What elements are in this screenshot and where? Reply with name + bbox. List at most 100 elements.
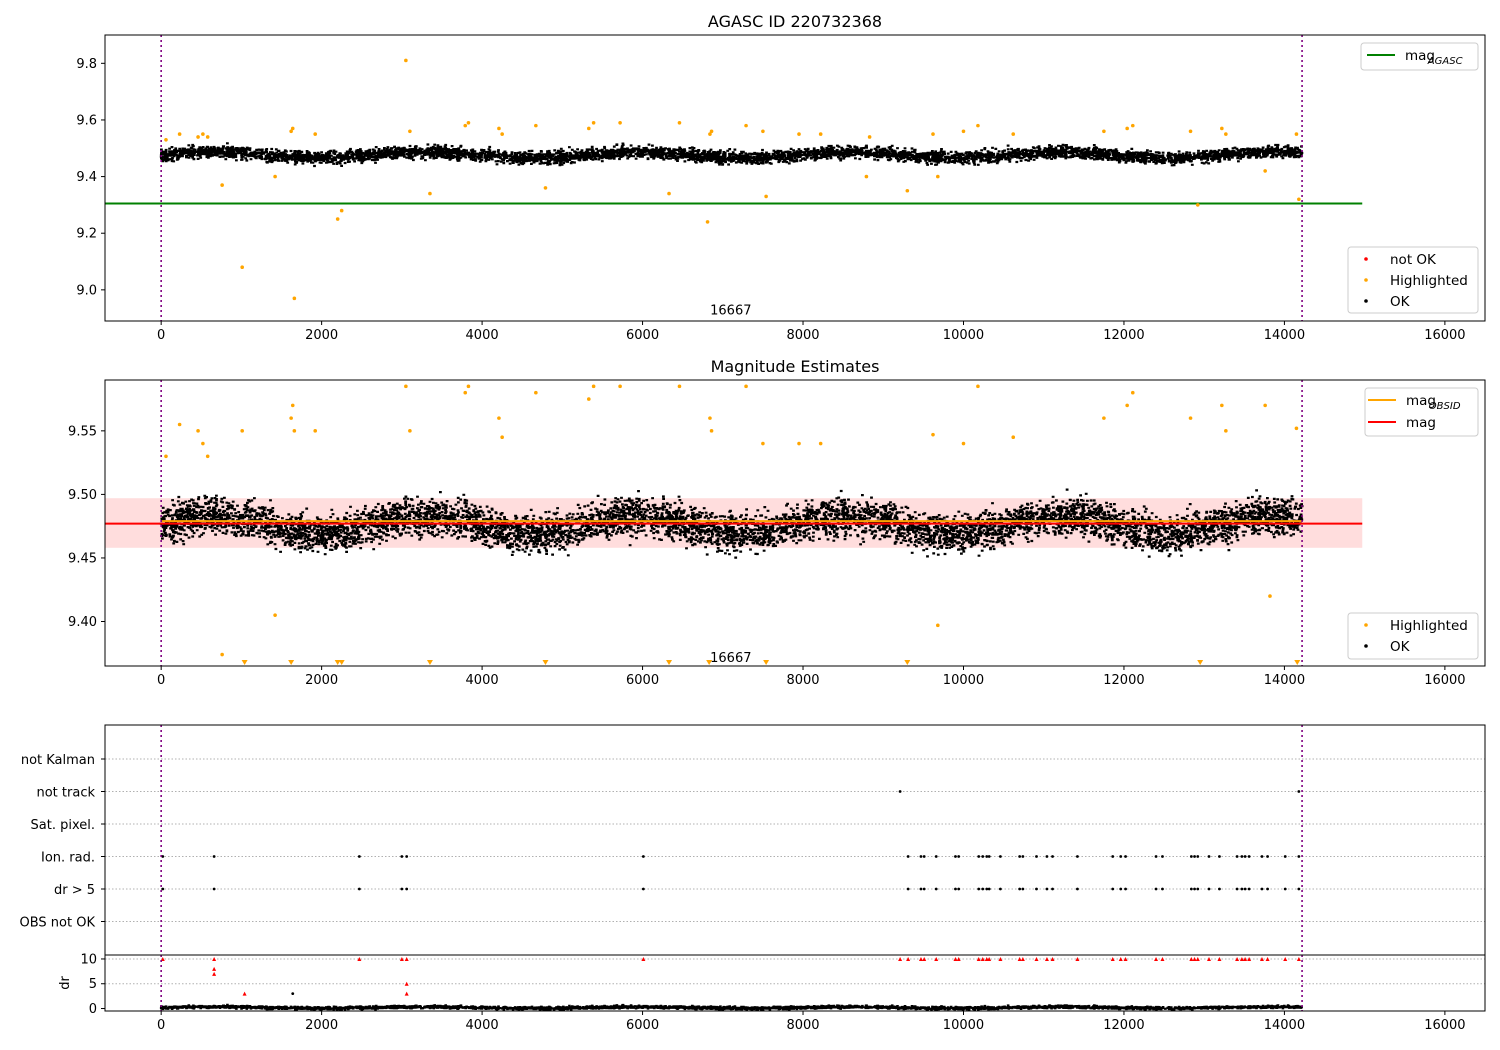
flags-point bbox=[1240, 887, 1244, 891]
agasc-highlighted-point bbox=[292, 296, 297, 301]
dr-notok-point bbox=[953, 956, 958, 961]
flags-point bbox=[977, 887, 981, 891]
magest-highlighted-point bbox=[201, 441, 205, 446]
magest-highlighted-point bbox=[534, 390, 538, 395]
magest-highlighted-point bbox=[797, 441, 801, 446]
dr-notok-point bbox=[1189, 956, 1194, 961]
agasc-highlighted-point bbox=[961, 129, 966, 134]
dr-notok-point bbox=[1217, 956, 1222, 961]
flags-point bbox=[934, 855, 938, 858]
agasc-highlighted-point bbox=[408, 129, 412, 134]
agasc-highlighted-point bbox=[543, 186, 548, 190]
magest-highlighted-point bbox=[177, 422, 182, 427]
agasc-legend-label: Highlighted bbox=[1390, 273, 1468, 289]
magest-highlighted-point bbox=[292, 429, 297, 433]
dr-notok-point bbox=[1283, 956, 1288, 961]
flags-point bbox=[1283, 887, 1287, 891]
dr-notok-point bbox=[1034, 956, 1039, 961]
flags-point bbox=[981, 855, 985, 858]
dr-panel: 0 2000 4000 6000 8000 10000 12000 14000 16000 0 5 1… bbox=[58, 952, 1486, 1033]
agasc-highlighted-point bbox=[867, 135, 872, 139]
agasc-xtick-label: 8000 bbox=[786, 328, 819, 343]
dr-notok-point bbox=[1192, 956, 1197, 961]
magest-legend-dot bbox=[1364, 623, 1368, 627]
flags-point bbox=[1154, 855, 1158, 858]
magest-highlighted-point bbox=[273, 613, 277, 617]
magest-legend-dot bbox=[1364, 644, 1368, 648]
dr-notok-point bbox=[404, 991, 409, 996]
dr-notok-point bbox=[404, 981, 409, 986]
agasc-highlighted-point bbox=[164, 137, 168, 142]
dr-notok-point bbox=[987, 956, 992, 961]
magest-highlighted-point bbox=[708, 416, 712, 420]
dr-notok-point bbox=[1110, 956, 1115, 961]
flags-point bbox=[1161, 855, 1164, 858]
magest-offscale-marker bbox=[338, 660, 345, 665]
flags-point bbox=[957, 855, 961, 858]
magest-highlighted-point bbox=[500, 435, 504, 440]
agasc-highlighted-point bbox=[905, 188, 910, 193]
magest-highlighted-point bbox=[1220, 403, 1224, 408]
flags-point bbox=[1235, 887, 1239, 891]
flags-point bbox=[1297, 855, 1301, 858]
flags-point bbox=[1045, 887, 1049, 891]
agasc-highlighted-point bbox=[1188, 129, 1193, 134]
dr-notok-point bbox=[641, 956, 646, 961]
magest-title: Magnitude Estimates bbox=[711, 357, 880, 376]
dr-notok-point bbox=[242, 991, 247, 996]
agasc-highlighted-point bbox=[273, 174, 277, 179]
flags-point bbox=[1247, 887, 1251, 891]
dr-notok-point bbox=[1044, 956, 1049, 961]
dr-notok-point bbox=[1259, 956, 1264, 961]
agasc-xtick-label: 2000 bbox=[305, 328, 338, 343]
agasc-highlighted-point bbox=[709, 129, 714, 134]
agasc-highlighted-point bbox=[797, 132, 801, 136]
magest-offscale-marker bbox=[706, 660, 713, 665]
dr-notok-point bbox=[357, 956, 362, 961]
flags-category-label: dr > 5 bbox=[54, 883, 95, 898]
agasc-highlighted-point bbox=[177, 132, 182, 136]
flags-point bbox=[357, 887, 361, 891]
flags-point bbox=[212, 855, 216, 858]
flags-point bbox=[898, 790, 902, 793]
flags-point bbox=[906, 855, 910, 858]
agasc-highlighted-point bbox=[764, 194, 768, 199]
dr-notok-point bbox=[898, 956, 903, 961]
magest-offscale-marker bbox=[763, 660, 770, 665]
magest-highlighted-point bbox=[961, 441, 966, 446]
agasc-ytick-label: 9.0 bbox=[76, 283, 97, 298]
magest-offscale-marker bbox=[288, 660, 295, 665]
dr-notok-point bbox=[956, 956, 961, 961]
flags-point bbox=[1035, 887, 1038, 891]
magest-ytick-label: 9.45 bbox=[68, 551, 97, 566]
magest-highlighted-point bbox=[497, 416, 501, 420]
agasc-highlighted-point bbox=[205, 135, 210, 139]
agasc-ok-points bbox=[159, 142, 1304, 168]
agasc-highlighted-point bbox=[1297, 197, 1301, 202]
dr-notok-point bbox=[1207, 956, 1211, 961]
magest-highlighted-point bbox=[1011, 435, 1016, 440]
flags-point bbox=[1124, 855, 1127, 858]
flags-panel: not Kalman not track Sat. pixel. Ion. rad. d… bbox=[20, 724, 1486, 956]
agasc-title: AGASC ID 220732368 bbox=[708, 12, 882, 31]
flags-point bbox=[1051, 887, 1054, 891]
dr-xtick-label: 10000 bbox=[943, 1018, 984, 1033]
agasc-xtick-label: 12000 bbox=[1103, 328, 1144, 343]
agasc-highlighted-point bbox=[313, 132, 318, 136]
dr-xtick-label: 4000 bbox=[466, 1018, 499, 1033]
magest-xtick-label: 2000 bbox=[305, 673, 338, 688]
agasc-highlighted-point bbox=[708, 132, 712, 136]
flags-point bbox=[641, 855, 645, 858]
flags-point bbox=[1076, 855, 1079, 858]
magest-ok-points bbox=[159, 488, 1304, 559]
flags-point bbox=[1189, 855, 1193, 858]
agasc-highlighted-point bbox=[1263, 169, 1267, 173]
flags-point bbox=[1189, 887, 1193, 891]
magest-highlighted-point bbox=[164, 454, 168, 459]
agasc-legend-subscript: AGASC bbox=[1427, 56, 1463, 67]
agasc-axes-frame bbox=[104, 34, 1486, 322]
dr-notok-point bbox=[976, 956, 981, 961]
dr-notok-point bbox=[1154, 956, 1159, 961]
flags-point bbox=[1119, 855, 1123, 858]
flags-category-label: Ion. rad. bbox=[41, 851, 95, 866]
